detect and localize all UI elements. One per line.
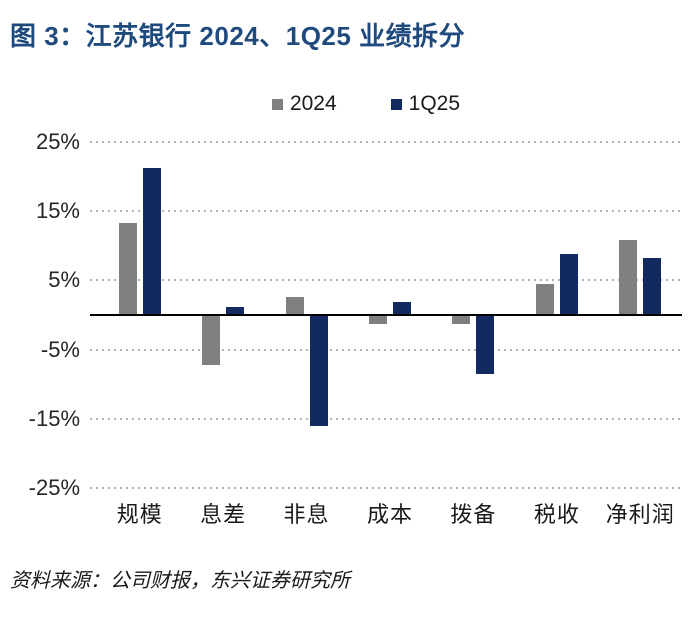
source-note: 资料来源：公司财报，东兴证券研究所: [10, 570, 350, 592]
x-category-label-4: 拨备: [450, 502, 497, 527]
gridline-15pct: [90, 210, 682, 213]
bar-1q25-cat4: [476, 316, 495, 374]
gridline-25pct: [90, 140, 682, 143]
legend-label-2024: 2024: [289, 92, 337, 115]
bar-1q25-cat2: [309, 316, 328, 427]
y-tick-label-5pct: 5%: [48, 267, 80, 293]
y-tick-label-neg-5pct: -5%: [40, 336, 80, 362]
legend-item-2024: 2024: [271, 92, 337, 116]
gridline-neg-5pct: [90, 348, 682, 351]
gridline-neg-25pct: [90, 487, 682, 490]
bar-1q25-cat3: [393, 301, 411, 314]
bar-2024-cat2: [285, 297, 304, 314]
bar-2024-cat5: [535, 283, 554, 314]
y-tick-label-neg-15pct: -15%: [28, 405, 80, 431]
bar-2024-cat0: [118, 222, 137, 314]
bar-1q25-cat0: [142, 168, 161, 314]
chart-legend: 2024 1Q25: [16, 92, 700, 116]
bar-2024-cat3: [369, 316, 387, 325]
bar-1q25-cat1: [226, 307, 245, 314]
bar-1q25-cat5: [559, 254, 578, 314]
x-category-label-3: 成本: [366, 502, 413, 527]
gridline-neg-15pct: [90, 417, 682, 420]
chart-title: 图 3：江苏银行 2024、1Q25 业绩拆分: [10, 21, 466, 51]
gridline-5pct: [90, 279, 682, 282]
bar-2024-cat4: [452, 316, 471, 324]
x-category-label-5: 税收: [533, 502, 580, 527]
x-category-label-2: 非息: [283, 502, 330, 527]
x-category-label-0: 规模: [116, 502, 163, 527]
bar-2024-cat6: [619, 239, 638, 314]
y-tick-label-neg-25pct: -25%: [28, 475, 80, 501]
x-axis-line: [90, 314, 682, 316]
bar-1q25-cat6: [643, 257, 662, 314]
y-tick-label-25pct: 25%: [35, 128, 80, 154]
x-category-label-6: 净利润: [605, 502, 675, 527]
x-category-label-1: 息差: [200, 502, 247, 527]
legend-item-1q25: 1Q25: [390, 92, 461, 116]
bar-2024-cat1: [202, 316, 221, 365]
legend-swatch-2024-icon: [271, 98, 283, 110]
y-tick-label-15pct: 15%: [35, 198, 80, 224]
legend-swatch-1q25-icon: [390, 98, 402, 110]
legend-label-1q25: 1Q25: [408, 92, 461, 115]
